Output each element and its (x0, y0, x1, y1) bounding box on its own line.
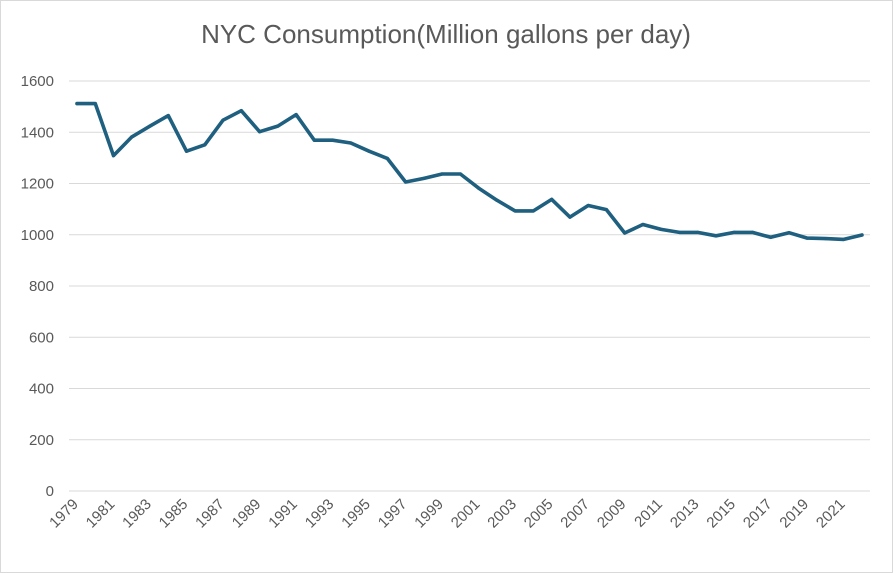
data-point-2013 (696, 230, 700, 234)
gridlines (69, 80, 870, 492)
y-tick-label: 1400 (21, 124, 54, 141)
data-point-2005 (550, 197, 554, 201)
data-point-2003 (513, 209, 517, 213)
y-tick-label: 200 (29, 432, 54, 449)
data-point-2004 (531, 209, 536, 213)
data-point-1983 (148, 124, 152, 128)
data-point-1981 (111, 154, 116, 158)
x-tick-label: 1981 (83, 496, 119, 532)
data-point-2018 (787, 231, 791, 235)
data-point-1997 (404, 180, 408, 184)
data-point-1979 (75, 102, 79, 106)
data-point-1982 (130, 135, 134, 139)
y-tick-label: 800 (29, 278, 54, 295)
data-point-1996 (385, 156, 389, 160)
x-tick-label: 2021 (813, 496, 849, 532)
data-point-1991 (294, 113, 298, 117)
x-tick-label: 1993 (302, 496, 338, 532)
x-tick-label: 1983 (119, 496, 155, 532)
x-tick-label: 2015 (703, 496, 739, 532)
data-point-1988 (239, 109, 243, 113)
data-point-2001 (477, 186, 481, 190)
x-tick-label: 1985 (156, 496, 192, 532)
series-line (75, 101, 864, 242)
data-point-1990 (276, 124, 280, 128)
data-point-2017 (769, 235, 773, 239)
data-point-2006 (568, 215, 572, 219)
data-point-1994 (349, 141, 353, 145)
y-tick-label: 1200 (21, 176, 54, 193)
y-tick-label: 1000 (21, 227, 54, 244)
data-point-1993 (331, 138, 335, 142)
x-tick-label: 2011 (631, 496, 666, 531)
x-tick-label: 1991 (265, 496, 301, 532)
y-axis-tick-labels: 0 200 400 600 800 1000 1200 1400 1600 (21, 73, 54, 500)
data-point-2014 (714, 234, 718, 238)
data-point-2012 (677, 230, 682, 234)
x-tick-label: 2009 (594, 496, 630, 532)
y-tick-label: 1600 (21, 73, 54, 90)
data-point-1985 (184, 149, 189, 153)
x-tick-label: 2017 (740, 496, 776, 532)
data-point-2019 (805, 236, 809, 240)
data-point-2002 (495, 198, 499, 202)
x-tick-label: 1987 (192, 496, 228, 532)
data-point-1984 (166, 114, 170, 118)
y-tick-label: 400 (29, 381, 54, 398)
x-tick-label: 2007 (557, 496, 593, 532)
data-point-2010 (641, 222, 645, 227)
data-point-1999 (440, 172, 444, 176)
x-tick-label: 1999 (411, 496, 447, 532)
data-point-2000 (458, 172, 462, 176)
data-point-2020 (823, 237, 828, 241)
x-tick-label: 2019 (776, 496, 812, 532)
data-point-1980 (93, 102, 97, 106)
y-tick-label: 0 (46, 483, 54, 500)
chart-title: NYC Consumption(Million gallons per day) (201, 19, 691, 49)
data-point-2021 (842, 237, 846, 241)
x-tick-label: 2005 (521, 496, 557, 532)
x-tick-label: 1979 (46, 496, 82, 532)
x-tick-label: 1995 (338, 496, 374, 532)
data-point-1998 (422, 176, 426, 180)
data-point-2016 (750, 230, 755, 234)
data-point-2007 (586, 203, 590, 208)
x-tick-label: 1997 (375, 496, 411, 532)
data-point-2008 (604, 208, 609, 212)
data-point-2009 (623, 231, 627, 235)
x-axis-tick-labels: 1979 1981 1983 1985 1987 1989 1991 1993 1995 1997… (46, 496, 848, 532)
x-tick-label: 2001 (448, 496, 484, 532)
x-tick-label: 2013 (667, 496, 703, 532)
data-point-1989 (258, 130, 262, 134)
data-point-2011 (659, 227, 663, 231)
x-tick-label: 1989 (229, 496, 265, 532)
y-tick-label: 600 (29, 329, 54, 346)
series-layer (75, 101, 864, 242)
data-point-1992 (312, 138, 316, 142)
data-point-1986 (203, 143, 207, 147)
data-point-2022 (860, 233, 864, 237)
data-point-2015 (732, 230, 736, 234)
data-point-1987 (221, 118, 225, 122)
data-point-1995 (367, 149, 371, 153)
x-tick-label: 2003 (484, 496, 520, 532)
